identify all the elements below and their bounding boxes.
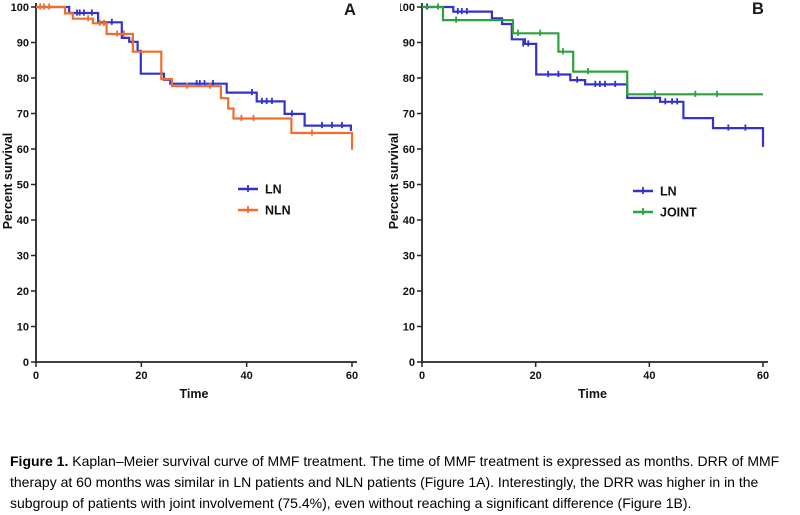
y-tick-label: 40 — [17, 215, 29, 227]
figure-caption: Figure 1. Kaplan–Meier survival curve of… — [10, 451, 792, 514]
y-tick-label: 10 — [17, 322, 29, 334]
survival-chart-a: 0 10 20 30 40 50 60 70 80 90 100 0 20 40 60 Time LN NLN — [11, 2, 358, 401]
y-axis-label-a: Percent survival — [1, 132, 15, 230]
y-tick-label: 100 — [11, 2, 29, 14]
y-tick-label: 20 — [403, 286, 415, 298]
x-tick-label: 20 — [135, 370, 147, 382]
x-tick-label: 40 — [643, 370, 655, 382]
panel-letter-b: B — [752, 0, 764, 18]
y-tick-label: 90 — [17, 38, 29, 50]
x-axis-label: Time — [578, 387, 607, 401]
y-tick-label: 40 — [403, 215, 415, 227]
y-tick-label: 70 — [403, 109, 415, 121]
y-tick-label: 50 — [403, 180, 415, 192]
survival-chart-b: 0 10 20 30 40 50 60 70 80 90 100 0 20 40 60 Time LN JOINT — [400, 2, 769, 401]
y-tick-label: 10 — [403, 322, 415, 334]
y-tick-label: 60 — [17, 144, 29, 156]
series-ln-curve — [422, 5, 765, 147]
y-tick-label: 90 — [403, 38, 415, 50]
y-tick-label: 70 — [17, 109, 29, 121]
y-tick-label: 30 — [17, 251, 29, 263]
y-tick-label: 60 — [403, 144, 415, 156]
y-tick-label: 0 — [409, 357, 415, 369]
x-tick-label: 20 — [530, 370, 542, 382]
y-tick-label: 50 — [17, 180, 29, 192]
legend-label-ln: LN — [660, 185, 677, 199]
legend-label-joint: JOINT — [660, 206, 697, 220]
y-tick-label: 100 — [400, 2, 415, 14]
figure-caption-text: Kaplan–Meier survival curve of MMF treat… — [10, 453, 780, 511]
y-axis-label-b: Percent survival — [387, 132, 401, 230]
series-joint-curve — [422, 5, 763, 96]
panel-letter-a: A — [344, 1, 356, 19]
y-tick-label: 80 — [17, 73, 29, 85]
figure-caption-label: Figure 1. — [10, 453, 69, 469]
legend-label-nln: NLN — [265, 204, 291, 218]
x-axis-label: Time — [180, 387, 209, 401]
x-tick-label: 0 — [419, 370, 425, 382]
series-nln-curve — [36, 5, 354, 150]
y-tick-label: 0 — [23, 357, 29, 369]
x-tick-label: 0 — [33, 370, 39, 382]
x-tick-label: 40 — [241, 370, 253, 382]
y-tick-label: 20 — [17, 286, 29, 298]
y-tick-label: 30 — [403, 251, 415, 263]
legend-label-ln: LN — [265, 183, 282, 197]
y-tick-label: 80 — [403, 73, 415, 85]
series-ln-curve — [36, 5, 352, 131]
x-tick-label: 60 — [346, 370, 358, 382]
x-tick-label: 60 — [757, 370, 769, 382]
